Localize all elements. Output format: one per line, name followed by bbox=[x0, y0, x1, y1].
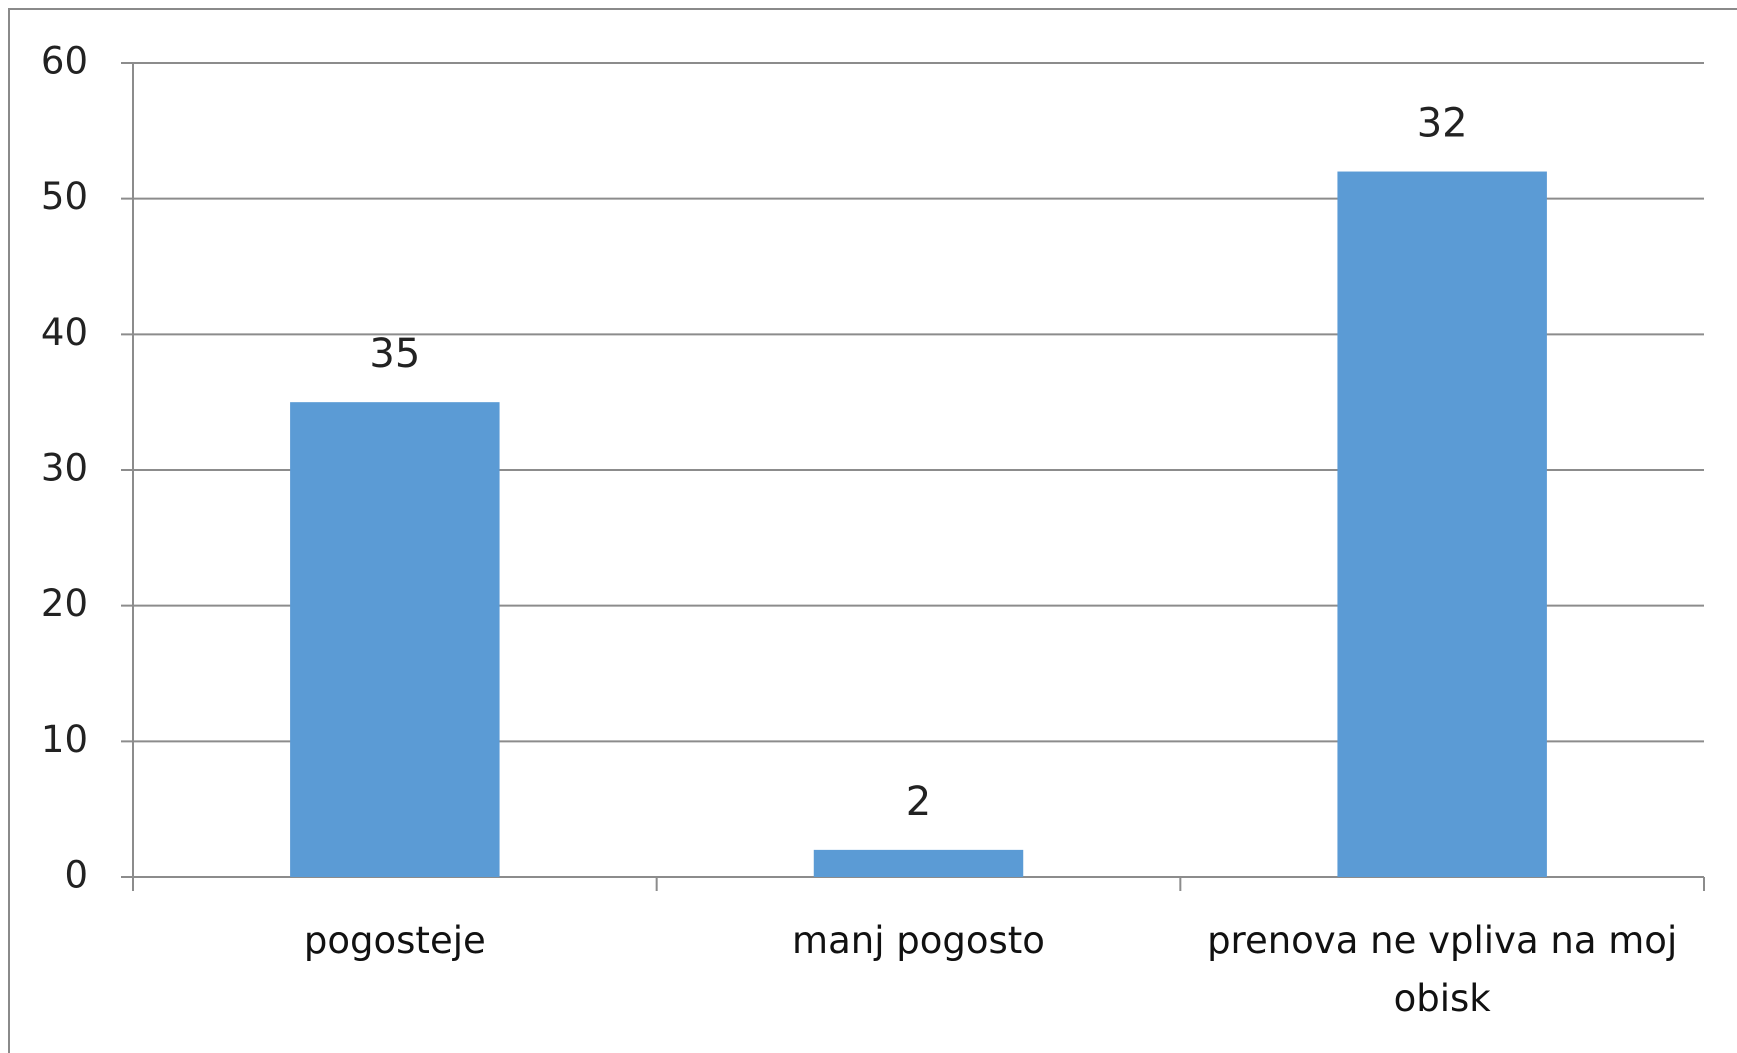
y-tick-label: 40 bbox=[41, 311, 88, 354]
y-tick-label: 10 bbox=[41, 718, 88, 761]
data-label: 32 bbox=[1417, 101, 1468, 147]
chart-frame bbox=[8, 8, 1737, 1053]
x-tick-label: pogosteje bbox=[303, 919, 486, 962]
y-tick-label: 50 bbox=[41, 175, 88, 218]
data-label: 2 bbox=[906, 779, 931, 825]
y-tick-label: 60 bbox=[41, 40, 88, 83]
bar bbox=[1337, 171, 1547, 878]
bar bbox=[290, 402, 500, 877]
y-tick-label: 0 bbox=[64, 854, 88, 897]
y-tick-label: 30 bbox=[41, 447, 88, 490]
bar bbox=[813, 849, 1024, 877]
data-label: 35 bbox=[369, 331, 420, 377]
x-tick-label: manj pogosto bbox=[792, 919, 1045, 962]
x-tick-label: prenova ne vpliva na moj obisk bbox=[1207, 919, 1678, 1020]
y-tick-label: 20 bbox=[41, 582, 88, 625]
